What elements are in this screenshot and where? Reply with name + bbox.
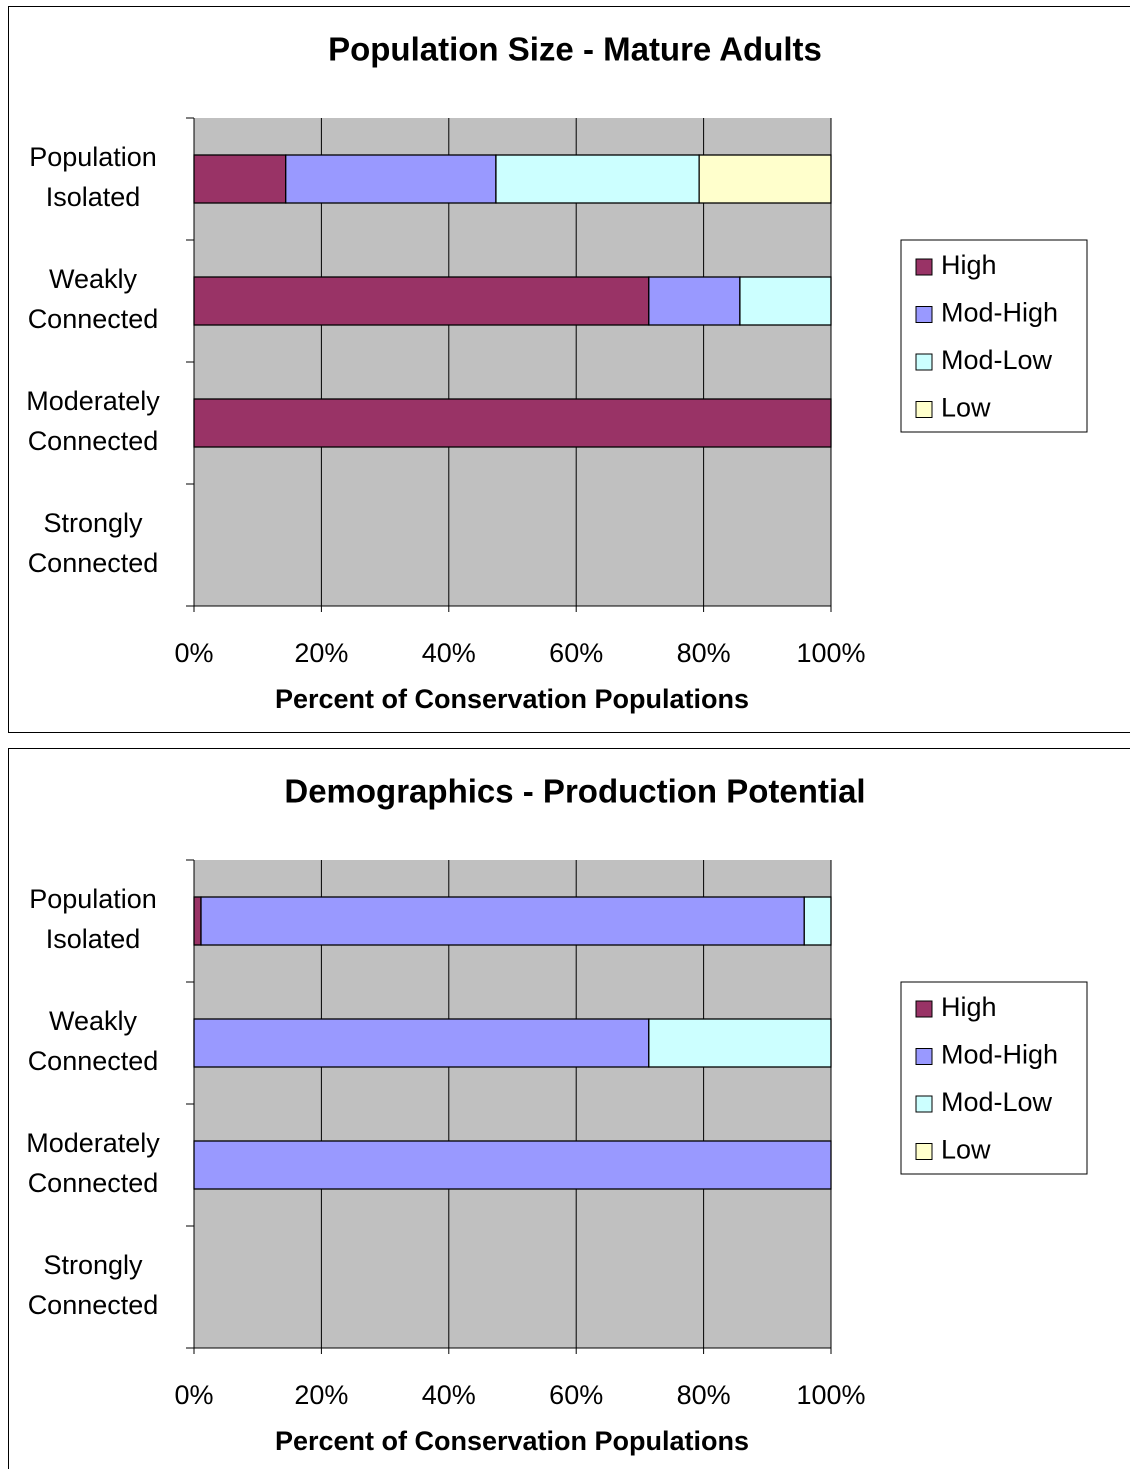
y-tick-label: Weakly Connected [28,1006,159,1076]
legend-swatch [915,1048,933,1065]
x-tick-label: 60% [549,1380,603,1410]
legend-label: Mod-High [941,298,1058,328]
x-tick-label: 100% [796,638,865,668]
legend-label: Low [941,393,991,423]
chart-title: Demographics - Production Potential [284,773,865,810]
bar-segment [193,276,650,326]
x-tick-label: 20% [294,1380,348,1410]
bar-segment [193,896,202,946]
legend-swatch [915,306,933,323]
bar-segment [739,276,832,326]
bar-segment [803,896,832,946]
x-axis-title: Percent of Conservation Populations [275,1426,749,1456]
legend-swatch [915,1143,933,1160]
x-axis-title: Percent of Conservation Populations [275,684,749,714]
x-tick-label: 60% [549,638,603,668]
legend-swatch [915,401,933,418]
y-tick-label: Strongly Connected [28,508,159,578]
bar-segment [193,1018,650,1068]
x-tick-label: 100% [796,1380,865,1410]
x-tick-label: 40% [422,1380,476,1410]
legend-label: High [941,250,997,280]
chart: Population Size - Mature Adults 0% 20% 40% 6… [8,6,1130,733]
bar-segment [200,896,805,946]
legend-swatch [915,1000,933,1018]
bar-segment [648,1018,832,1068]
x-tick-label: 20% [294,638,348,668]
legend-swatch [915,353,933,371]
legend-label: Mod-Low [941,345,1053,375]
y-tick-label: Moderately Connected [26,1128,160,1198]
legend-label: Mod-High [941,1040,1058,1070]
x-tick-label: 80% [677,1380,731,1410]
legend-label: Low [941,1135,991,1165]
bar-segment [193,154,287,204]
y-tick-label: Strongly Connected [28,1250,159,1320]
x-tick-label: 0% [174,638,213,668]
chart: Demographics - Production Potential 0% 20%… [8,748,1130,1469]
y-tick-label: Population Isolated [29,884,157,954]
legend-swatch [915,258,933,276]
bar-segment [698,154,832,204]
y-tick-label: Moderately Connected [26,386,160,456]
x-tick-label: 80% [677,638,731,668]
legend-label: High [941,992,997,1022]
x-tick-label: 0% [174,1380,213,1410]
bar-segment [648,276,741,326]
x-tick-label: 40% [422,638,476,668]
y-tick-label: Weakly Connected [28,264,159,334]
bar-segment [495,154,700,204]
bar-segment [193,398,832,448]
y-tick-label: Population Isolated [29,142,157,212]
bar-segment [193,1140,832,1190]
legend-label: Mod-Low [941,1087,1053,1117]
bar-segment [285,154,497,204]
chart-title: Population Size - Mature Adults [328,31,822,68]
legend-swatch [915,1095,933,1113]
